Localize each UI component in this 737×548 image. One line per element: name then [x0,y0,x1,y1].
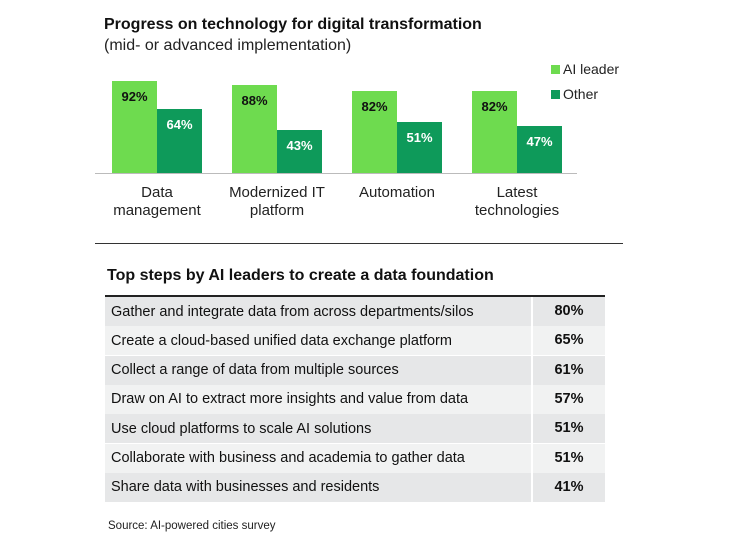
table-row: Use cloud platforms to scale AI solution… [105,414,605,445]
row-text: Collaborate with business and academia t… [111,450,465,466]
x-tick-label: Latest technologies [474,184,560,219]
table-row: Draw on AI to extract more insights and … [105,384,605,415]
value-label: 47% [526,134,552,149]
row-value: 41% [531,472,605,502]
legend-label: Other [563,86,599,102]
row-value: 61% [531,355,605,385]
row-value: 80% [531,297,605,326]
bar [517,126,562,173]
value-label: 82% [481,99,507,114]
row-text: Draw on AI to extract more insights and … [111,391,469,408]
row-text: Share data with businesses and residents [111,479,380,496]
bar [277,130,322,173]
divider [95,243,623,244]
chart-title: Progress on technology for digital trans… [104,16,482,33]
bar [352,91,397,173]
chart: 92% 64% 88% 43% 82% 51% 82% 47% [95,81,577,174]
row-value: 51% [531,414,605,444]
row-text: Create a cloud-based unified data exchan… [111,332,452,349]
table-title: Top steps by AI leaders to create a data… [107,267,494,284]
legend-label: AI leader [563,61,620,77]
table-row: Collect a range of data from multiple so… [105,355,605,386]
value-label: 88% [241,93,267,108]
legend-swatch [551,90,560,99]
table-row: Share data with businesses and residents… [105,472,605,503]
legend-swatch [551,65,560,74]
x-tick-label: Data management [113,184,201,219]
table-row: Gather and integrate data from across de… [105,297,605,327]
value-label: 92% [121,89,147,104]
row-value: 51% [531,443,605,473]
table-row: Collaborate with business and academia t… [105,443,605,474]
bar [157,109,202,173]
chart-subtitle: (mid- or advanced implementation) [104,37,352,54]
source: Source: AI-powered cities survey [108,520,276,532]
x-tick-label: Automation [359,184,435,201]
bar [232,85,277,173]
value-label: 82% [361,99,387,114]
row-value: 57% [531,384,605,414]
bar [472,91,517,173]
table-rule [105,295,605,297]
value-label: 51% [406,130,432,145]
value-label: 43% [286,138,312,153]
value-label: 64% [166,117,192,132]
row-text: Use cloud platforms to scale AI solution… [111,420,372,437]
bar [112,81,157,173]
x-tick-label: Modernized IT platform [229,184,325,219]
row-text: Collect a range of data from multiple so… [111,362,399,379]
row-value: 65% [531,326,605,356]
row-text: Gather and integrate data from across de… [111,303,474,320]
table-row: Create a cloud-based unified data exchan… [105,326,605,357]
bar [397,122,442,173]
